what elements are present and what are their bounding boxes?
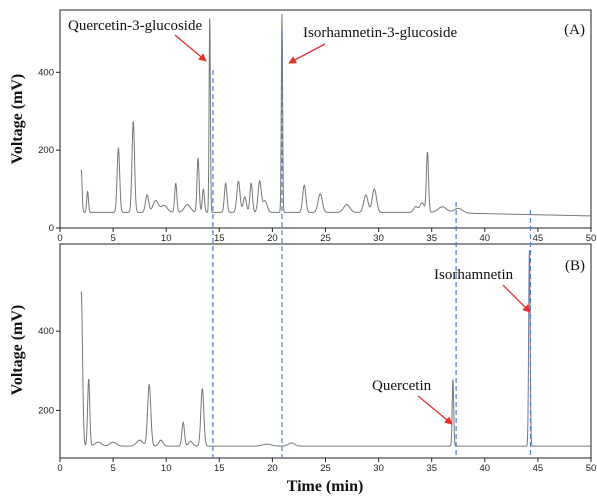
arrow-quercetin-3-glucoside bbox=[174, 34, 207, 62]
panel-a-ylabel: Voltage (mV) bbox=[9, 74, 26, 165]
panel-a-x-tick-label: 15 bbox=[214, 233, 225, 244]
panel-a-x-tick-label: 40 bbox=[480, 233, 491, 244]
panel-b-x-tick-label: 10 bbox=[161, 463, 172, 474]
panel-b-trace bbox=[80, 249, 591, 447]
panel-b-x-tick-label: 45 bbox=[533, 463, 544, 474]
panel-a-label: (A) bbox=[564, 22, 585, 38]
panel-a-x-tick-label: 10 bbox=[161, 233, 172, 244]
panel-b-x-tick-label: 20 bbox=[267, 463, 278, 474]
arrow-quercetin bbox=[417, 395, 453, 425]
panel-b-x-tick-label: 25 bbox=[320, 463, 331, 474]
panel-b-x-tick-label: 30 bbox=[373, 463, 384, 474]
arrow-isorhamnetin-3-glucoside bbox=[288, 43, 326, 64]
panel-a-x-tick-label: 0 bbox=[57, 233, 62, 244]
panel-b-x-tick-label: 5 bbox=[110, 463, 115, 474]
panel-a: 0 5 10 15 20 25 30 35 40 45 50 0 200 400 (A) Voltage … bbox=[9, 9, 596, 244]
panel-a-x-tick-label: 35 bbox=[426, 233, 437, 244]
panel-b-x-tick-label: 35 bbox=[426, 463, 437, 474]
annotation-isorhamnetin: Isorhamnetin bbox=[434, 267, 514, 283]
panel-b-x-tick-label: 50 bbox=[586, 463, 597, 474]
panel-a-ticks: 0 5 10 15 20 25 30 35 40 45 50 0 200 400 bbox=[38, 67, 596, 244]
panel-a-y-tick-label: 400 bbox=[38, 67, 54, 78]
panel-a-y-tick-label: 0 bbox=[49, 223, 54, 234]
panel-b: 0 5 10 15 20 25 30 35 40 45 50 200 400 (B) Voltage (… bbox=[9, 243, 596, 495]
panel-b-x-tick-label: 15 bbox=[214, 463, 225, 474]
x-axis-label: Time (min) bbox=[287, 478, 364, 495]
panel-a-x-tick-label: 30 bbox=[373, 233, 384, 244]
panel-b-y-tick-label: 400 bbox=[38, 326, 54, 337]
panel-b-x-tick-label: 40 bbox=[480, 463, 491, 474]
annotation-quercetin-3-glucoside: Quercetin-3-glucoside bbox=[68, 18, 202, 34]
panel-a-y-tick-label: 200 bbox=[38, 145, 54, 156]
panel-b-x-tick-label: 0 bbox=[57, 463, 62, 474]
panel-b-label: (B) bbox=[565, 258, 585, 274]
guide-lines bbox=[212, 30, 532, 458]
arrow-isorhamnetin bbox=[502, 284, 531, 313]
panel-b-ylabel: Voltage (mV) bbox=[9, 305, 26, 396]
panel-a-x-tick-label: 5 bbox=[110, 233, 115, 244]
panel-b-ticks: 0 5 10 15 20 25 30 35 40 45 50 200 400 bbox=[38, 326, 596, 474]
panel-a-frame bbox=[59, 9, 592, 229]
annotation-quercetin: Quercetin bbox=[372, 378, 432, 394]
panel-a-x-tick-label: 20 bbox=[267, 233, 278, 244]
annotation-isorhamnetin-3-glucoside: Isorhamnetin-3-glucoside bbox=[303, 25, 457, 41]
panel-a-x-tick-label: 25 bbox=[320, 233, 331, 244]
panel-a-x-tick-label: 50 bbox=[586, 233, 597, 244]
panel-b-y-tick-label: 200 bbox=[38, 405, 54, 416]
panel-a-x-tick-label: 45 bbox=[533, 233, 544, 244]
panel-a-trace bbox=[80, 13, 591, 217]
